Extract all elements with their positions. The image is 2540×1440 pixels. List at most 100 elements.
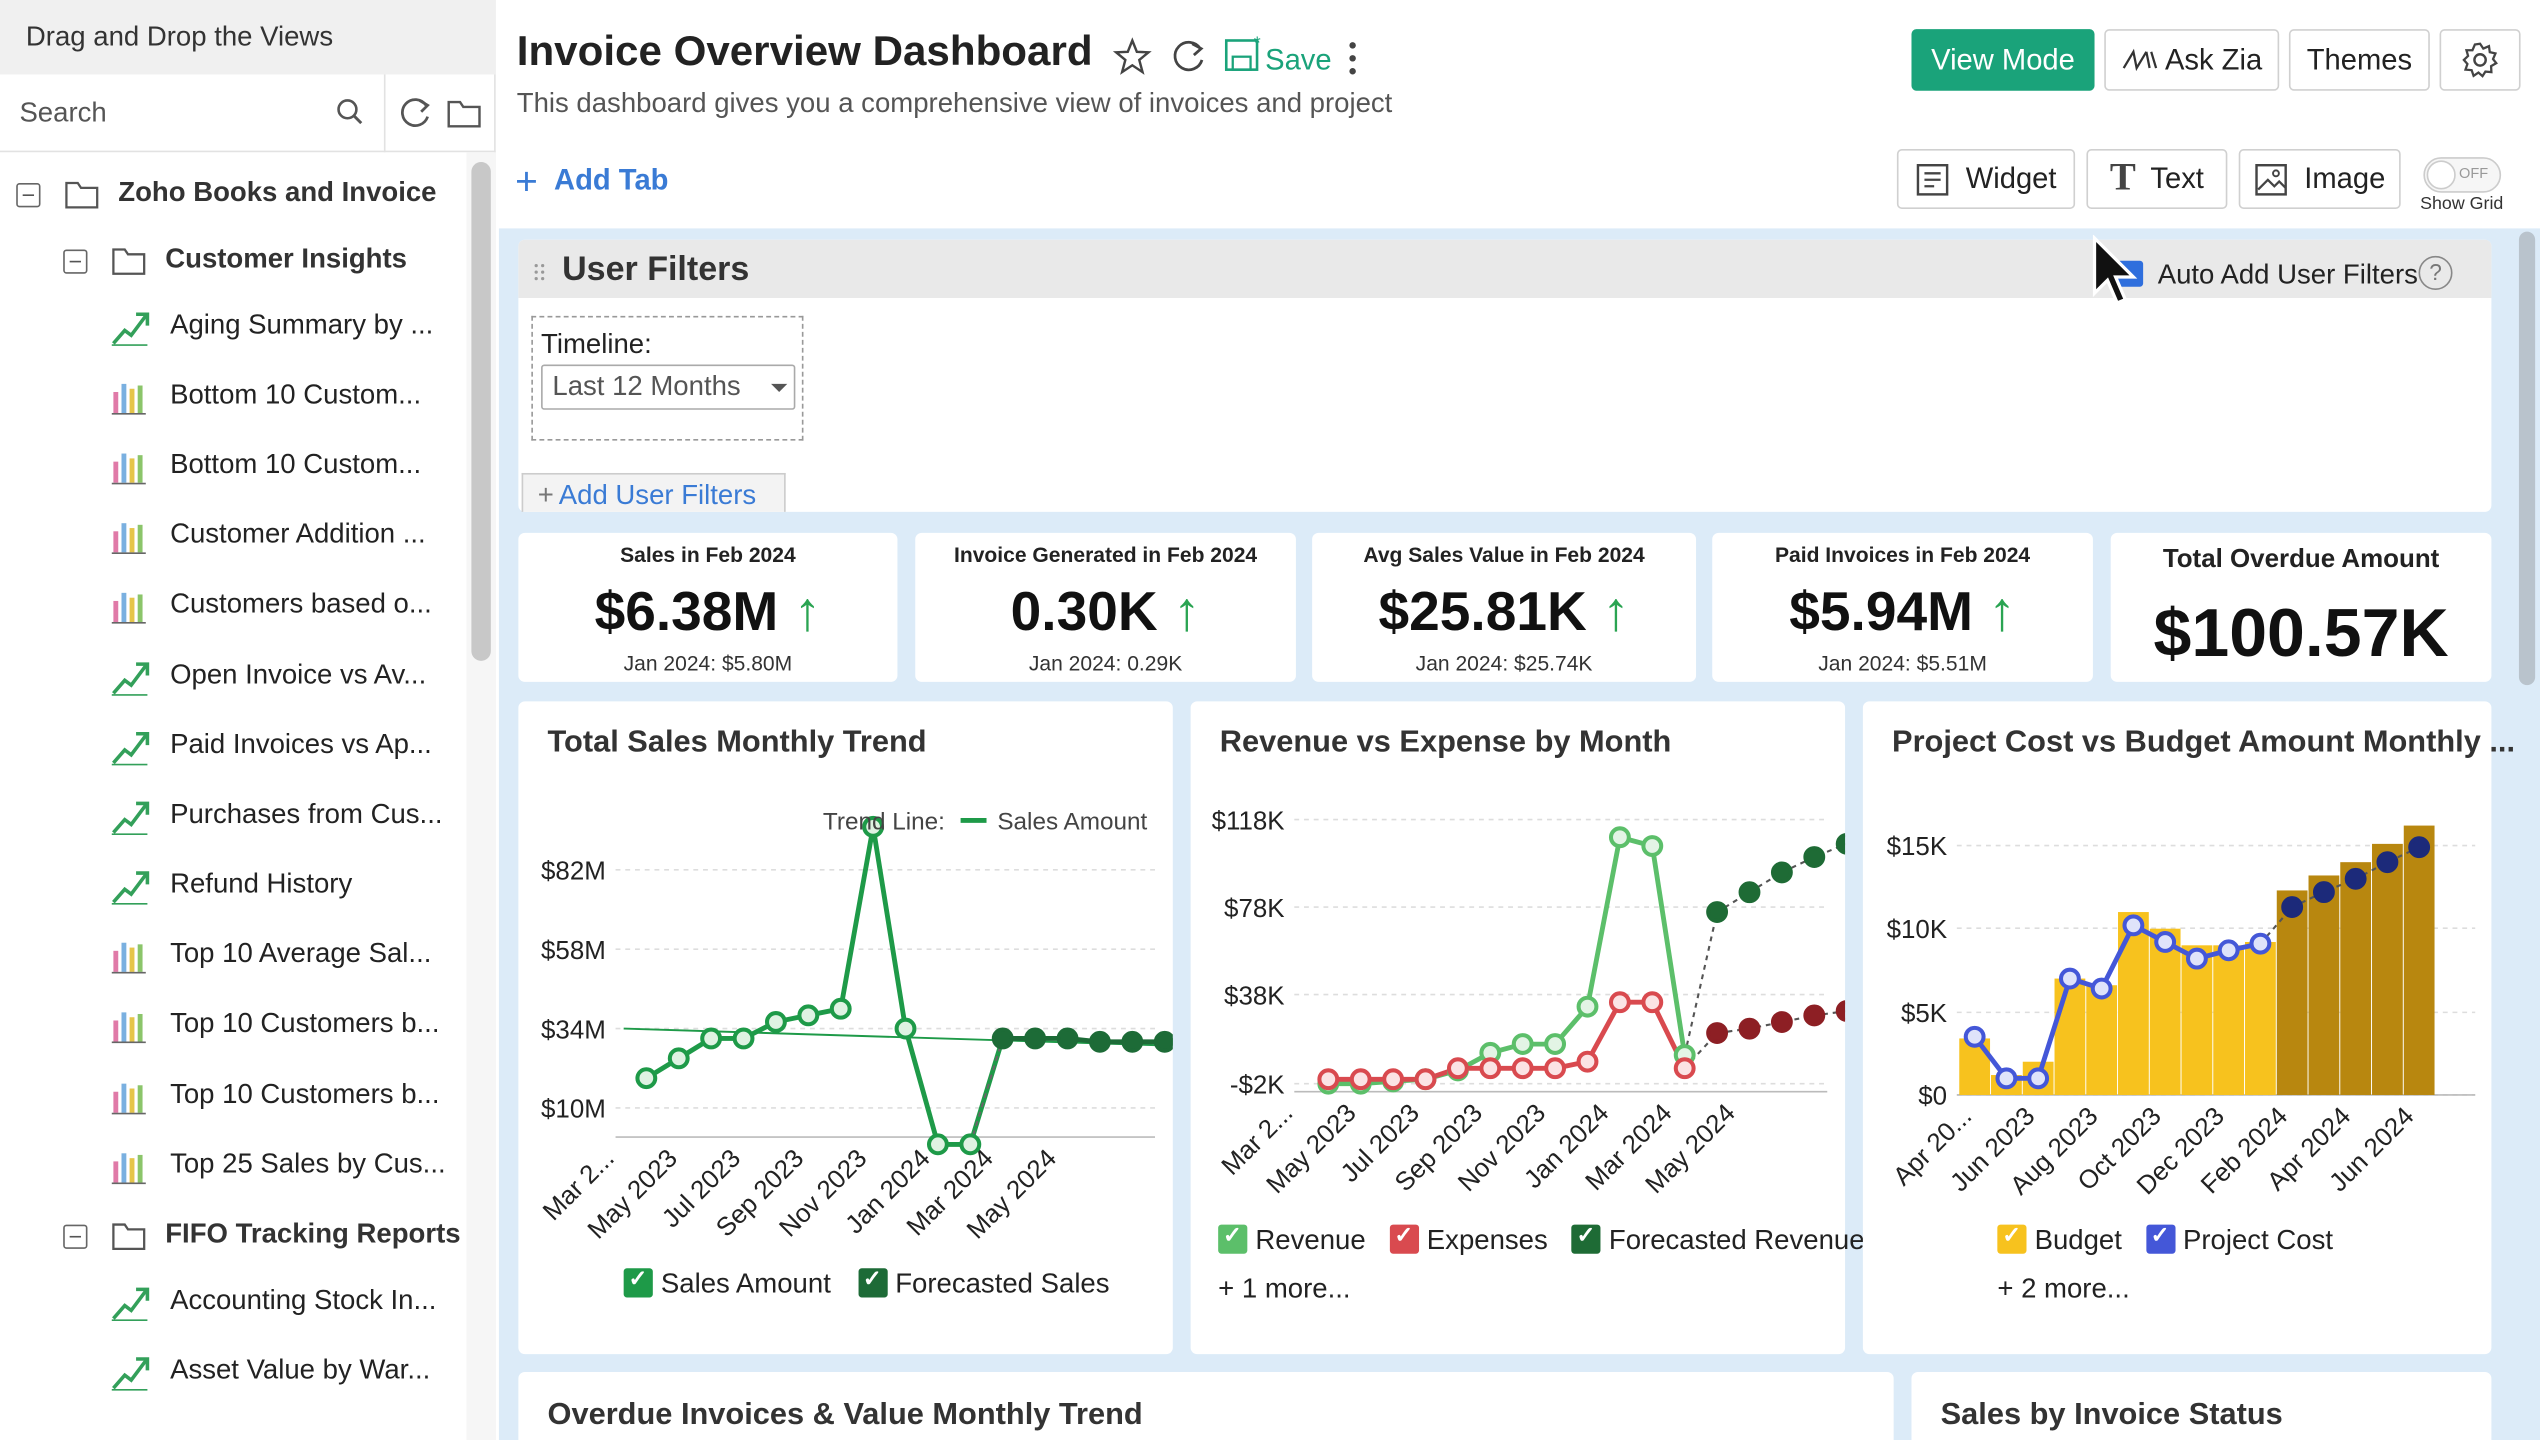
data-point-expenses[interactable] [1641,991,1664,1014]
data-point-revenue[interactable] [1511,1033,1534,1055]
data-point-forecast-project-cost[interactable] [2312,881,2335,904]
data-point-project-cost[interactable] [2027,1067,2050,1090]
data-point-sales-amount[interactable] [797,1004,820,1027]
bar-budget[interactable] [2086,985,2118,1095]
kpi-card[interactable]: Sales in Feb 2024 $6.38M ↑ Jan 2024: $5.80… [518,532,898,682]
data-point-forecasted-revenue[interactable] [1706,901,1729,923]
data-point-forecast-project-cost[interactable] [2408,836,2431,859]
tree-report-item[interactable]: Top 10 Customers b... [170,1078,440,1110]
more-options-icon[interactable] [1340,39,1366,78]
data-point-sales-amount[interactable] [732,1027,755,1050]
data-point-project-cost[interactable] [2154,931,2177,953]
data-point-project-cost[interactable] [2185,947,2208,970]
add-user-filters-button[interactable]: + Add User Filters [521,472,786,512]
sidebar-scrollbar-thumb[interactable] [471,161,491,661]
bar-budget[interactable] [2149,928,2181,1095]
bar-budget[interactable] [2213,945,2245,1095]
data-point-forecasted-expenses[interactable] [1835,1000,1846,1022]
legend-item-forecasted-revenue[interactable]: Forecasted Revenue [1571,1221,1865,1255]
data-point-forecast-project-cost[interactable] [2281,896,2304,919]
image-button[interactable]: Image [2238,149,2401,209]
data-point-sales-amount[interactable] [635,1067,658,1090]
toggle-knob[interactable] [2426,160,2456,190]
timeline-select[interactable]: Last 12 Months [541,364,796,410]
add-tab-button[interactable]: + Add Tab [515,160,668,205]
sales-trend-widget[interactable]: Total Sales Monthly Trend $82M $58M $34M $1… [518,701,1173,1355]
search-input[interactable]: Search [19,97,107,128]
data-point-forecasted-revenue[interactable] [1835,833,1846,855]
tree-report-item[interactable]: Bottom 10 Custom... [170,379,422,410]
data-point-sales-amount[interactable] [700,1027,723,1050]
data-point-project-cost[interactable] [1995,1067,2018,1090]
tree-report-item[interactable]: Customers based o... [170,587,432,619]
refresh-icon[interactable] [1170,37,1209,76]
data-point-project-cost[interactable] [2090,977,2113,1000]
data-point-revenue[interactable] [1544,1033,1567,1055]
data-point-expenses[interactable] [1317,1068,1340,1091]
revenue-expense-widget[interactable]: Revenue vs Expense by Month $118K $78K $38… [1190,701,1865,1355]
data-point-project-cost[interactable] [1963,1025,1986,1048]
data-point-expenses[interactable] [1544,1057,1567,1080]
data-point-expenses[interactable] [1511,1057,1534,1080]
ask-zia-button[interactable]: Ask Zia [2104,29,2280,91]
data-point-expenses[interactable] [1576,1050,1599,1073]
legend-more-link[interactable]: + 1 more... [1218,1273,1351,1304]
collapse-icon[interactable] [16,183,41,208]
data-point-revenue[interactable] [1641,835,1664,857]
data-point-forecasted-sales[interactable] [1088,1030,1111,1053]
bar-budget[interactable] [2181,945,2213,1095]
kpi-card[interactable]: Paid Invoices in Feb 2024 $5.94M ↑ Jan 202… [1712,532,2093,682]
data-point-forecasted-sales[interactable] [1056,1027,1079,1050]
bar-budget[interactable] [2403,825,2435,1095]
tree-report-item[interactable]: Top 10 Average Sal... [170,937,432,969]
search-icon[interactable] [335,97,364,126]
legend-item-project-cost[interactable]: Project Cost [2145,1221,2333,1255]
data-point-expenses[interactable] [1479,1057,1502,1080]
bar-budget[interactable] [2308,875,2340,1095]
data-point-sales-amount[interactable] [926,1133,949,1156]
data-point-forecasted-expenses[interactable] [1738,1017,1761,1040]
data-point-revenue[interactable] [1576,995,1599,1018]
tree-report-item[interactable]: Asset Value by War... [170,1354,431,1385]
collapse-icon[interactable] [63,249,88,274]
data-point-forecasted-revenue[interactable] [1803,846,1826,868]
data-point-sales-amount[interactable] [764,1011,787,1033]
data-point-forecasted-sales[interactable] [1153,1030,1173,1053]
data-point-forecasted-expenses[interactable] [1803,1004,1826,1027]
data-point-sales-amount[interactable] [959,1133,982,1156]
legend-item-forecasted-sales[interactable]: Forecasted Sales [857,1265,1110,1299]
collapse-icon[interactable] [63,1224,88,1249]
data-point-expenses[interactable] [1349,1068,1372,1091]
tree-report-item[interactable]: Paid Invoices vs Ap... [170,728,432,760]
kpi-card[interactable]: Avg Sales Value in Feb 2024 $25.81K ↑ Jan … [1312,532,1697,682]
data-point-project-cost[interactable] [2217,939,2240,962]
canvas-scrollbar[interactable] [2518,231,2536,686]
data-point-forecasted-sales[interactable] [991,1027,1014,1050]
data-point-project-cost[interactable] [2122,914,2145,937]
legend-item-budget[interactable]: Budget [1997,1221,2122,1255]
bar-budget[interactable] [2118,912,2149,1095]
data-point-project-cost[interactable] [2249,932,2272,955]
data-point-expenses[interactable] [1446,1057,1469,1080]
data-point-expenses[interactable] [1673,1057,1696,1080]
drag-handle-icon[interactable] [533,262,549,281]
folder-icon[interactable] [447,97,483,129]
themes-button[interactable]: Themes [2288,29,2430,91]
data-point-sales-amount[interactable] [862,815,885,838]
tree-report-item[interactable]: Bottom 10 Custom... [170,448,422,480]
tree-folder[interactable]: Zoho Books and Invoice [118,176,437,208]
save-button[interactable]: Save [1265,43,1332,77]
text-button[interactable]: T Text [2086,149,2228,209]
data-point-forecast-project-cost[interactable] [2344,867,2367,890]
data-point-forecasted-sales[interactable] [1024,1027,1047,1050]
tree-report-item[interactable]: Top 25 Sales by Cus... [170,1148,446,1180]
refresh-icon[interactable] [398,96,434,132]
bar-budget[interactable] [2245,941,2276,1095]
data-point-forecasted-expenses[interactable] [1770,1011,1793,1033]
bar-budget[interactable] [2340,862,2372,1095]
tree-report-item[interactable]: Top 10 Customers b... [170,1007,440,1039]
kpi-card[interactable]: Total Overdue Amount $100.57K [2110,532,2492,682]
tree-report-item[interactable]: Refund History [170,868,353,899]
legend-item-sales-amount[interactable]: Sales Amount [623,1265,831,1299]
